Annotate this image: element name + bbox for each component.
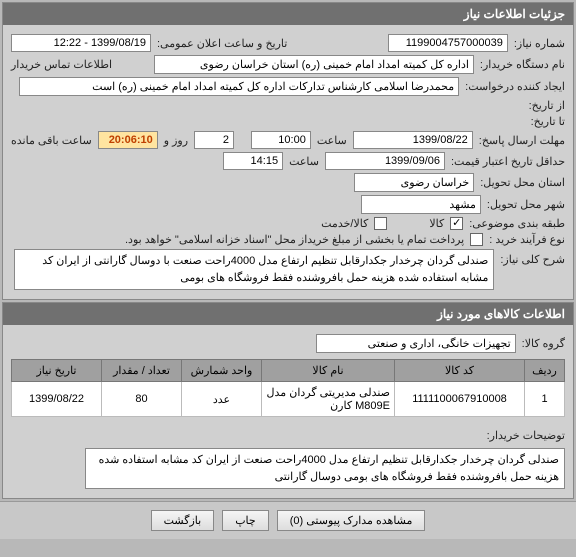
item-group-label: گروه کالا: — [522, 337, 565, 350]
buyer-org-field: اداره کل کمیته امداد امام خمینی (ره) است… — [154, 55, 474, 74]
khadamat-label: کالا/خدمت — [321, 217, 368, 230]
contact-buyer-label: اطلاعات تماس خریدار — [11, 58, 112, 71]
general-desc-label: شرح کلی نیاز: — [500, 249, 565, 266]
saat-label-1: ساعت — [317, 134, 347, 147]
general-desc-field: صندلی گردان چرخدار جکدارقابل تنظیم ارتفا… — [14, 249, 494, 290]
cell-qty: 80 — [102, 382, 182, 417]
cell-date: 1399/08/22 — [12, 382, 102, 417]
th-date: تاریخ نیاز — [12, 360, 102, 382]
cell-name: صندلی مدیریتی گردان مدل M809E کارن — [262, 382, 395, 417]
delivery-city-label: شهر محل تحویل: — [487, 198, 565, 211]
th-name: نام کالا — [262, 360, 395, 382]
creator-label: ایجاد کننده درخواست: — [465, 80, 565, 93]
th-qty: تعداد / مقدار — [102, 360, 182, 382]
kala-checkbox[interactable] — [450, 217, 463, 230]
answer-date-field: 1399/08/22 — [353, 131, 473, 149]
delivery-city-field: مشهد — [361, 195, 481, 214]
rooz-label: روز و — [164, 134, 188, 147]
items-info-header: اطلاعات کالاهای مورد نیاز — [3, 303, 573, 325]
delivery-province-label: استان محل تحویل: — [480, 176, 565, 189]
creator-field: محمدرضا اسلامی کارشناس تدارکات اداره کل … — [19, 77, 459, 96]
khadamat-checkbox[interactable] — [374, 217, 387, 230]
validity-deadline-label: حداقل تاریخ اعتبار قیمت: — [451, 155, 565, 168]
cell-unit: عدد — [182, 382, 262, 417]
answer-time-field: 10:00 — [251, 131, 311, 149]
need-no-label: شماره نیاز: — [514, 37, 565, 50]
table-row[interactable]: 1 1111100067910008 صندلی مدیریتی گردان م… — [12, 382, 565, 417]
process-checkbox[interactable] — [470, 233, 483, 246]
from-date-label: از تاریخ: — [529, 99, 565, 112]
buyer-notes-label: توضیحات خریدار: — [487, 425, 565, 442]
th-row: ردیف — [525, 360, 565, 382]
attachments-button[interactable]: مشاهده مدارک پیوستی (0) — [277, 510, 426, 531]
saat-label-2: ساعت — [289, 155, 319, 168]
item-group-field: تجهیزات خانگی، اداری و صنعتی — [316, 334, 516, 353]
answer-deadline-label: مهلت ارسال پاسخ: — [479, 134, 565, 147]
delivery-province-field: خراسان رضوی — [354, 173, 474, 192]
th-unit: واحد شمارش — [182, 360, 262, 382]
payment-note-label: پرداخت تمام یا بخشی از مبلغ خریداز محل "… — [125, 233, 464, 246]
items-table: ردیف کد کالا نام کالا واحد شمارش تعداد /… — [11, 359, 565, 417]
to-date-label: تا تاریخ: — [531, 115, 565, 128]
countdown-field: 20:06:10 — [98, 131, 158, 149]
validity-date-field: 1399/09/06 — [325, 152, 445, 170]
remaining-label: ساعت باقی مانده — [11, 134, 92, 147]
cell-code: 1111100067910008 — [395, 382, 525, 417]
cell-idx: 1 — [525, 382, 565, 417]
announce-dt-field: 1399/08/19 - 12:22 — [11, 34, 151, 52]
kala-label: کالا — [429, 217, 444, 230]
announce-dt-label: تاریخ و ساعت اعلان عمومی: — [157, 37, 287, 50]
days-left-field: 2 — [194, 131, 234, 149]
buyer-org-label: نام دستگاه خریدار: — [480, 58, 565, 71]
back-button[interactable]: بازگشت — [151, 510, 215, 531]
budget-class-label: طبقه بندی موضوعی: — [469, 217, 565, 230]
need-no-field: 1199004757000039 — [388, 34, 508, 52]
validity-time-field: 14:15 — [223, 152, 283, 170]
th-code: کد کالا — [395, 360, 525, 382]
buyer-notes-field: صندلی گردان چرخدار جکدارقابل تنظیم ارتفا… — [85, 448, 565, 489]
need-info-header: جزئیات اطلاعات نیاز — [3, 3, 573, 25]
process-type-label: نوع فرآیند خرید : — [489, 233, 565, 246]
print-button[interactable]: چاپ — [222, 510, 269, 531]
